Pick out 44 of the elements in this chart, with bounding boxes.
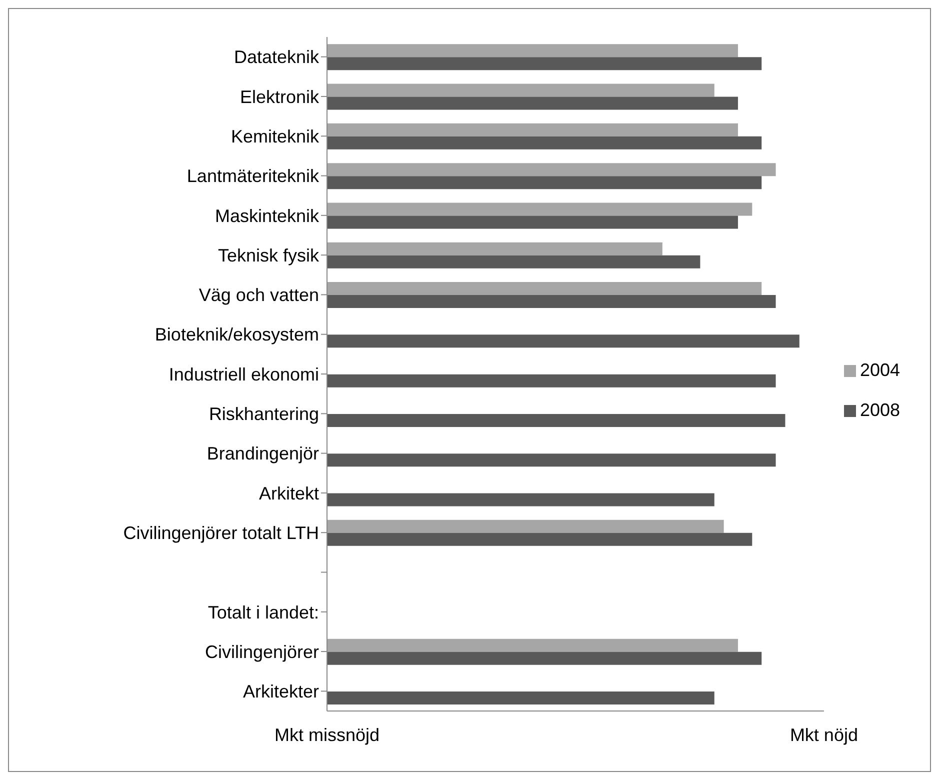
bar	[327, 493, 714, 506]
y-tick-label: Riskhantering	[208, 404, 319, 424]
y-tick-label: Datateknik	[234, 47, 320, 68]
bar	[327, 414, 786, 427]
bar	[327, 202, 752, 216]
text: Mkt nöjd	[790, 725, 858, 745]
text: Mkt missnöjd	[274, 725, 380, 745]
bar	[327, 691, 714, 704]
y-tick-label: Brandingenjör	[206, 444, 320, 464]
bar	[327, 334, 800, 348]
bar	[327, 96, 738, 110]
legend-label: 2004	[860, 360, 900, 380]
bar	[327, 123, 738, 136]
bar	[327, 57, 762, 70]
y-tick-label: Arkitekter	[242, 682, 319, 702]
bar	[327, 136, 762, 150]
bar	[327, 216, 738, 229]
y-tick-label: Civilingenjörer	[204, 642, 320, 662]
text: Totalt i landet:	[208, 602, 319, 622]
y-tick-label: Elektronik	[240, 86, 320, 107]
legend-label: 2008	[860, 400, 900, 420]
bar	[327, 638, 738, 652]
y-tick-label: Väg och vatten	[198, 285, 319, 306]
bar	[327, 255, 700, 268]
bar	[327, 532, 752, 546]
y-tick-label: Industriell ekonomi	[168, 364, 319, 384]
bar	[327, 176, 762, 190]
bar	[327, 163, 776, 176]
y-tick-label: Bioteknik/ekosystem	[154, 324, 319, 345]
bar	[327, 282, 762, 296]
y-tick-label: Kemiteknik	[230, 126, 320, 147]
bar	[327, 652, 762, 665]
bar	[327, 374, 776, 388]
bar	[327, 242, 662, 256]
y-tick-label: Civilingenjörer totalt LTH	[123, 522, 319, 543]
bar	[327, 44, 738, 58]
y-tick-label: Teknisk fysik	[218, 245, 320, 266]
bar	[327, 520, 724, 533]
y-tick-label: Lantmäteriteknik	[186, 166, 320, 186]
bar	[327, 454, 776, 467]
y-tick-label: Arkitekt	[258, 483, 319, 504]
bar	[327, 84, 714, 97]
bar	[327, 295, 776, 308]
y-tick-label: Maskinteknik	[214, 206, 320, 226]
